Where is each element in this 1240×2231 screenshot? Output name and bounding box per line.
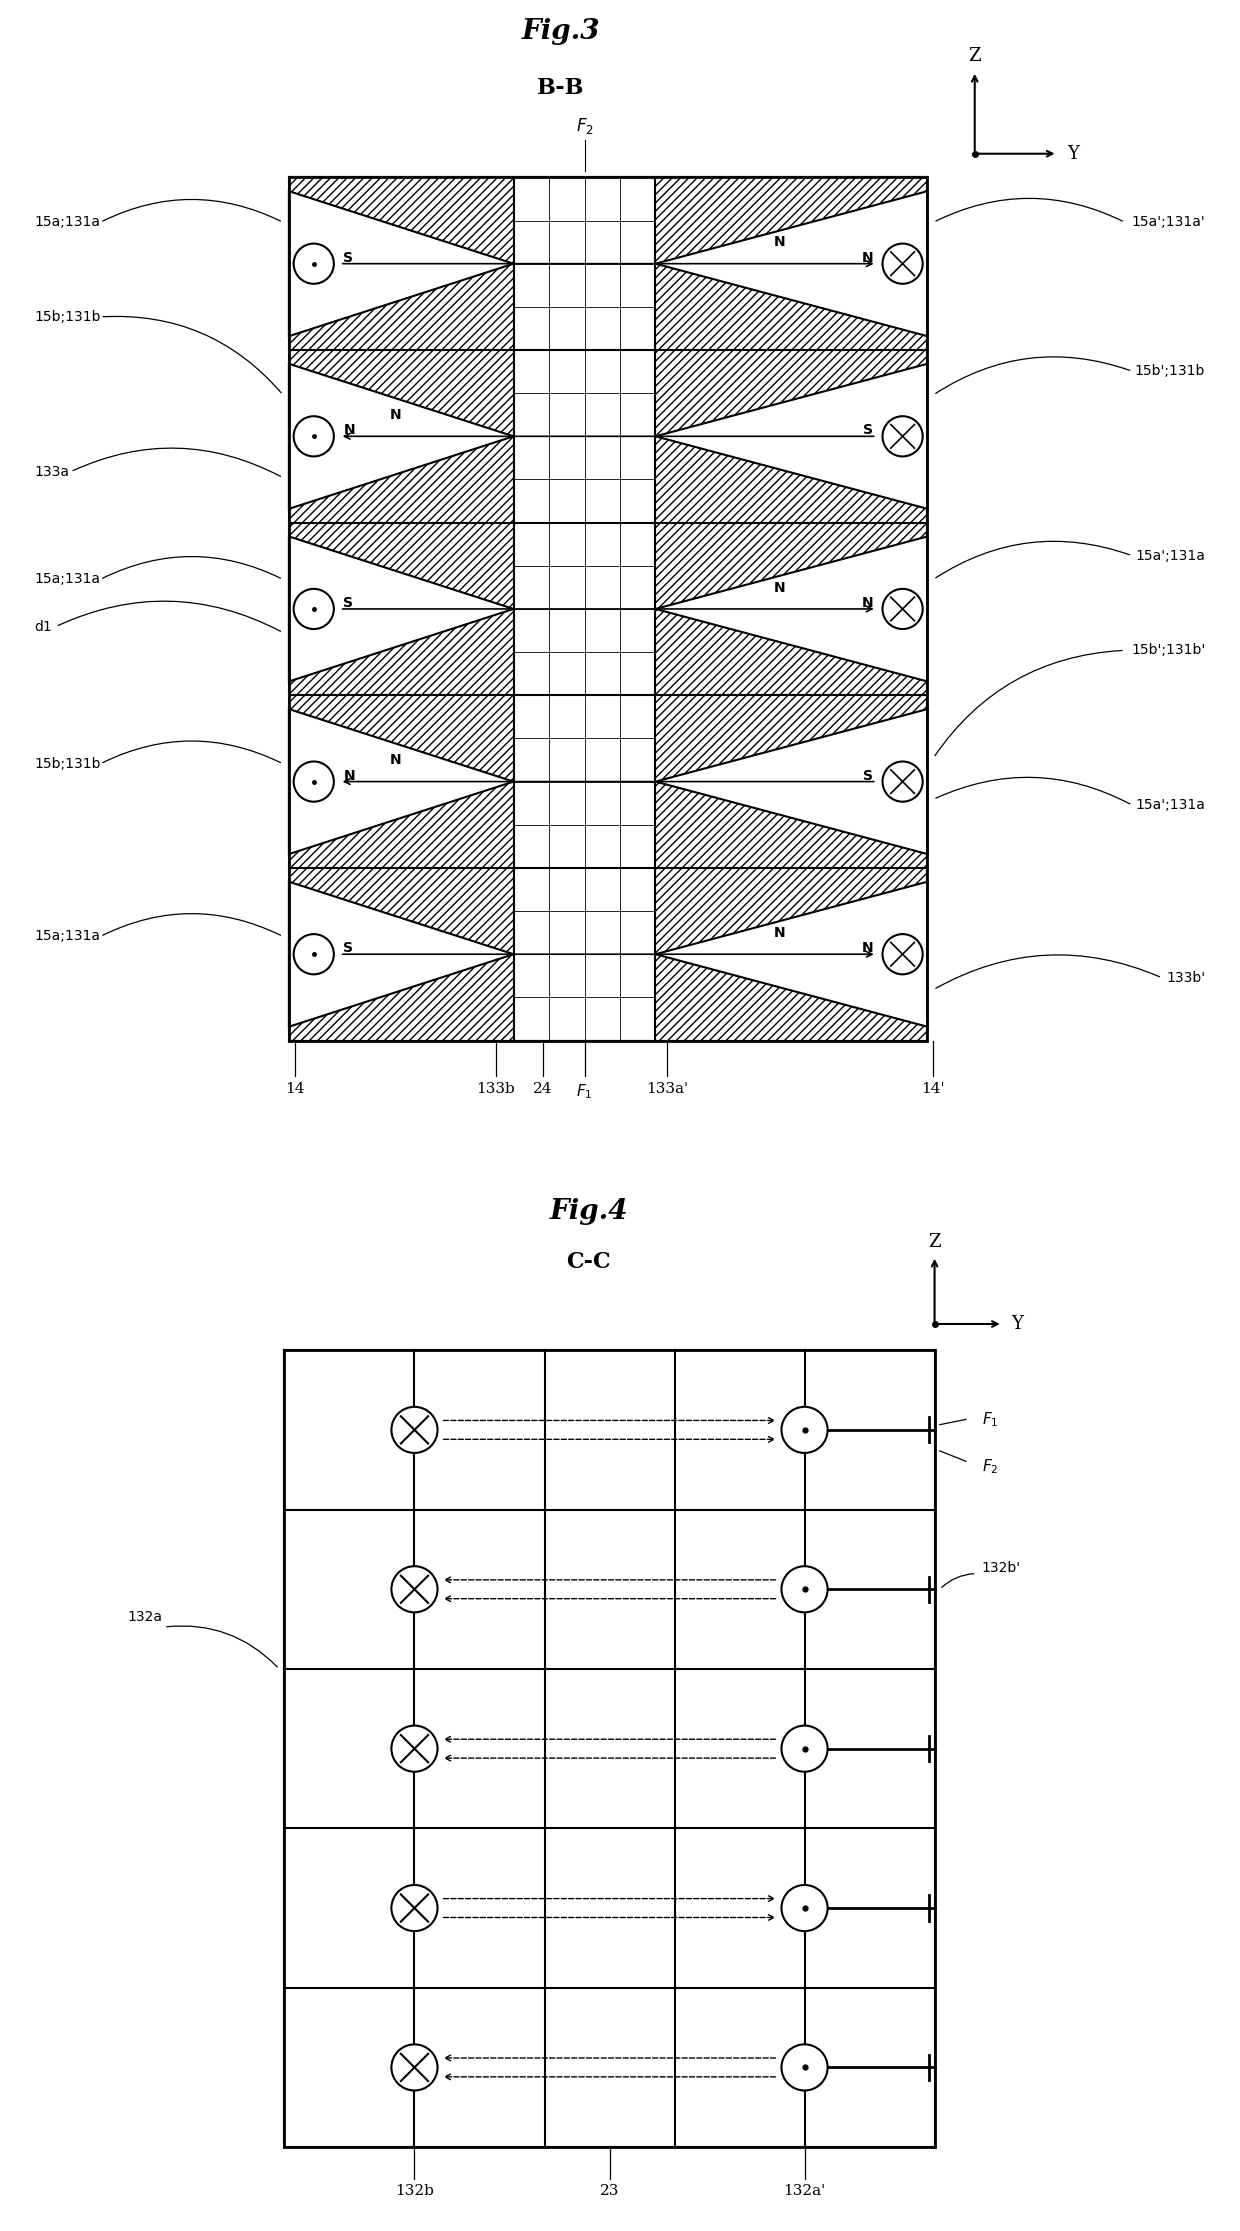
Circle shape [294,243,334,283]
Text: 15a;131a: 15a;131a [35,216,100,230]
Text: 15a';131a: 15a';131a [1136,549,1205,562]
Circle shape [883,243,923,283]
Polygon shape [289,364,513,509]
Text: S: S [863,770,873,783]
Circle shape [781,1885,827,1932]
Text: S: S [343,250,353,265]
Text: N: N [774,236,785,250]
Polygon shape [656,709,928,854]
Circle shape [294,417,334,457]
Text: 14: 14 [285,1082,305,1095]
Bar [289,178,513,1040]
Circle shape [781,1566,827,1613]
Circle shape [781,1725,827,1771]
Text: 23: 23 [600,2184,619,2198]
Polygon shape [289,535,513,680]
Polygon shape [656,535,928,680]
Circle shape [294,935,334,975]
Text: 15a';131a: 15a';131a [1136,799,1205,812]
Text: N: N [343,770,355,783]
Text: 15b;131b: 15b;131b [35,310,102,323]
Text: $F_2$: $F_2$ [575,116,594,136]
Text: 132a': 132a' [784,2184,826,2198]
Text: $F_1$: $F_1$ [577,1082,593,1100]
Text: B-B: B-B [537,76,584,98]
Circle shape [392,1725,438,1771]
Circle shape [883,417,923,457]
Text: 132b: 132b [396,2184,434,2198]
Bar [513,178,656,1040]
Text: Z: Z [929,1234,941,1252]
Circle shape [392,1885,438,1932]
Text: 15b';131b': 15b';131b' [1131,643,1205,658]
Bar [289,178,928,1040]
Bar [656,178,928,1040]
Circle shape [883,935,923,975]
Text: C-C: C-C [567,1252,611,1272]
Text: $F_2$: $F_2$ [982,1457,998,1477]
Polygon shape [289,881,513,1026]
Circle shape [883,589,923,629]
Polygon shape [656,364,928,509]
Text: S: S [863,424,873,437]
Text: Z: Z [968,47,981,65]
Text: 15b;131b: 15b;131b [35,756,102,772]
Text: 133b': 133b' [1166,970,1205,984]
Bar [513,178,656,1040]
Text: N: N [774,580,785,596]
Text: 15a;131a: 15a;131a [35,930,100,944]
Circle shape [781,1408,827,1452]
Text: N: N [774,926,785,939]
Text: 24: 24 [533,1082,553,1095]
Text: Y: Y [1011,1314,1023,1332]
Text: S: S [343,941,353,955]
Text: $F_1$: $F_1$ [982,1410,998,1428]
Text: 14': 14' [921,1082,945,1095]
Circle shape [781,2044,827,2090]
Bar [284,1350,935,2146]
Text: d1: d1 [35,620,52,634]
Circle shape [294,761,334,801]
Text: 132a: 132a [128,1609,162,1624]
Polygon shape [656,881,928,1026]
Text: Y: Y [1066,145,1079,163]
Circle shape [883,761,923,801]
Text: Fig.3: Fig.3 [522,18,600,45]
Text: 15a;131a: 15a;131a [35,573,100,587]
Text: N: N [862,596,873,609]
Text: 133a: 133a [35,464,69,480]
Circle shape [392,1566,438,1613]
Text: N: N [862,941,873,955]
Text: N: N [389,754,402,767]
Text: S: S [343,596,353,609]
Text: N: N [389,408,402,422]
Text: 132b': 132b' [982,1562,1021,1575]
Text: 15a';131a': 15a';131a' [1132,216,1205,230]
Text: 133a': 133a' [646,1082,688,1095]
Circle shape [392,1408,438,1452]
Text: N: N [343,424,355,437]
Polygon shape [656,192,928,337]
Text: Fig.4: Fig.4 [549,1198,627,1225]
Polygon shape [289,192,513,337]
Text: 15b';131b: 15b';131b [1135,364,1205,379]
Text: 133b: 133b [476,1082,515,1095]
Text: N: N [862,250,873,265]
Polygon shape [289,709,513,854]
Circle shape [392,2044,438,2090]
Circle shape [294,589,334,629]
